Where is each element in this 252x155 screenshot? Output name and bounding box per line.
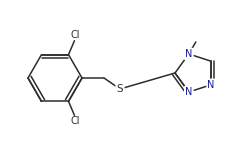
Text: S: S — [116, 84, 123, 94]
Text: N: N — [207, 80, 214, 90]
Text: Cl: Cl — [71, 30, 80, 40]
Text: Cl: Cl — [71, 116, 80, 126]
Text: N: N — [184, 49, 192, 59]
Text: N: N — [184, 87, 192, 97]
